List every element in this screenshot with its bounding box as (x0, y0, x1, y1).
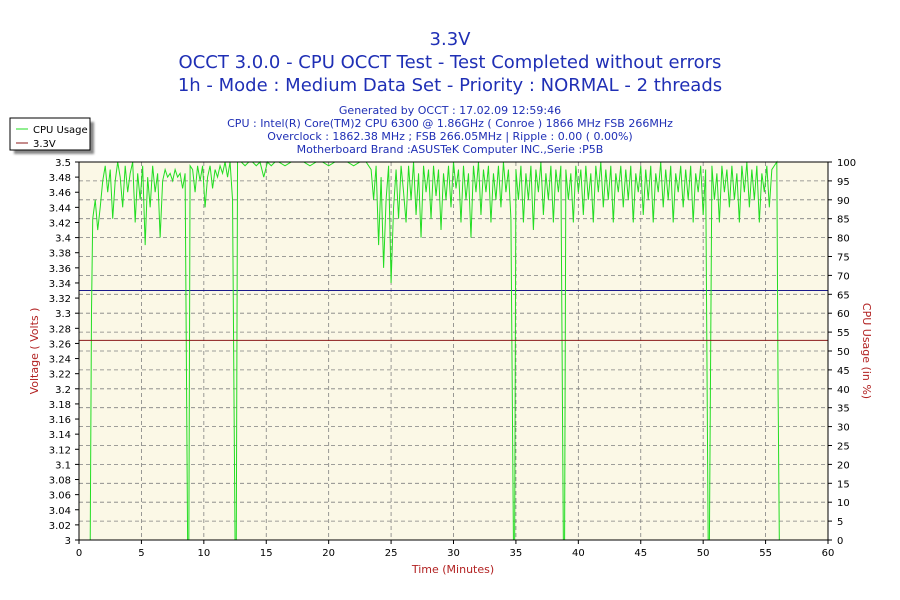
x-tick-label: 15 (260, 548, 273, 559)
y-right-tick-label: 70 (837, 271, 850, 282)
y-left-tick-label: 3.44 (49, 203, 71, 214)
x-tick-label: 25 (385, 548, 398, 559)
y-left-tick-label: 3.18 (49, 400, 71, 411)
y-right-axis-label: CPU Usage (in %) (860, 303, 873, 399)
y-left-tick-label: 3.5 (55, 158, 71, 169)
legend-label-3-3v: 3.3V (33, 139, 56, 150)
y-left-tick-label: 3.34 (49, 279, 71, 290)
x-tick-label: 35 (510, 548, 523, 559)
y-left-tick-label: 3 (65, 536, 71, 547)
y-right-tick-label: 30 (837, 423, 850, 434)
y-right-tick-label: 55 (837, 328, 850, 339)
y-right-tick-label: 15 (837, 479, 850, 490)
y-left-tick-label: 3.46 (49, 188, 71, 199)
y-right-axis-ticks: 0 5 10 15 20 25 30 35 40 45 50 55 60 65 70 75 80 85 90 95 10… (828, 158, 856, 547)
y-left-tick-label: 3.02 (49, 521, 71, 532)
series-line-cpu-usage (89, 160, 780, 541)
y-left-tick-label: 3.2 (55, 385, 71, 396)
x-tick-label: 45 (634, 548, 647, 559)
y-right-tick-label: 40 (837, 385, 850, 396)
y-left-tick-label: 3.48 (49, 173, 71, 184)
y-right-tick-label: 10 (837, 498, 850, 509)
y-right-tick-label: 75 (837, 253, 850, 264)
x-axis-ticks: 0 5 10 15 20 25 30 35 40 45 50 55 60 (76, 540, 835, 559)
x-tick-label: 50 (697, 548, 710, 559)
info-line-cpu: CPU : Intel(R) Core(TM)2 CPU 6300 @ 1.86… (227, 117, 673, 130)
info-line-generated: Generated by OCCT : 17.02.09 12:59:46 (339, 104, 561, 117)
y-left-tick-label: 3.06 (49, 491, 71, 502)
y-right-tick-label: 65 (837, 290, 850, 301)
y-right-tick-label: 20 (837, 460, 850, 471)
y-left-tick-label: 3.14 (49, 430, 71, 441)
y-left-tick-label: 3.28 (49, 324, 71, 335)
y-left-tick-label: 3.1 (55, 460, 71, 471)
x-tick-label: 5 (138, 548, 144, 559)
y-left-tick-label: 3.22 (49, 370, 71, 381)
y-right-tick-label: 25 (837, 442, 850, 453)
y-left-tick-label: 3.04 (49, 506, 71, 517)
grid (79, 162, 828, 540)
x-tick-label: 40 (572, 548, 585, 559)
x-tick-label: 55 (759, 548, 772, 559)
y-right-tick-label: 90 (837, 196, 850, 207)
y-right-tick-label: 60 (837, 309, 850, 320)
y-right-tick-label: 50 (837, 347, 850, 358)
y-right-tick-label: 35 (837, 404, 850, 415)
x-axis-label: Time (Minutes) (411, 563, 494, 576)
x-tick-label: 60 (822, 548, 835, 559)
y-left-axis-label: Voltage ( Volts ) (28, 308, 41, 395)
legend-box (9, 117, 91, 151)
y-left-axis-ticks: 3 3.02 3.04 3.06 3.08 3.1 3.12 3.14 3.16 3.18 3.2 3… (49, 158, 79, 547)
info-line-motherboard: Motherboard Brand :ASUSTeK Computer INC.… (297, 143, 604, 156)
y-left-tick-label: 3.38 (49, 249, 71, 260)
y-left-tick-label: 3.16 (49, 415, 71, 426)
chart-title: 3.3V (430, 29, 472, 50)
y-left-tick-label: 3.42 (49, 218, 71, 229)
x-tick-label: 0 (76, 548, 82, 559)
x-tick-label: 10 (197, 548, 210, 559)
x-tick-label: 30 (447, 548, 460, 559)
y-left-tick-label: 3.08 (49, 476, 71, 487)
legend: CPU Usage 3.3V (9, 117, 91, 151)
y-right-tick-label: 80 (837, 234, 850, 245)
chart-subtitle-2: 1h - Mode : Medium Data Set - Priority :… (178, 75, 722, 96)
y-left-tick-label: 3.3 (55, 309, 71, 320)
series-layer (79, 160, 828, 541)
y-left-tick-label: 3.12 (49, 445, 71, 456)
y-left-tick-label: 3.24 (49, 355, 71, 366)
y-right-tick-label: 5 (837, 517, 843, 528)
y-right-tick-label: 0 (837, 536, 843, 547)
y-left-tick-label: 3.32 (49, 294, 71, 305)
y-left-tick-label: 3.36 (49, 264, 71, 275)
y-right-tick-label: 85 (837, 215, 850, 226)
y-right-tick-label: 95 (837, 177, 850, 188)
y-left-tick-label: 3.26 (49, 339, 71, 350)
chart-subtitle-1: OCCT 3.0.0 - CPU OCCT Test - Test Comple… (179, 52, 722, 73)
x-tick-label: 20 (322, 548, 335, 559)
info-line-overclock: Overclock : 1862.38 MHz ; FSB 266.05MHz … (267, 130, 632, 143)
y-right-tick-label: 45 (837, 366, 850, 377)
y-right-tick-label: 100 (837, 158, 856, 169)
legend-label-cpu-usage: CPU Usage (33, 125, 88, 136)
y-left-tick-label: 3.4 (55, 234, 71, 245)
